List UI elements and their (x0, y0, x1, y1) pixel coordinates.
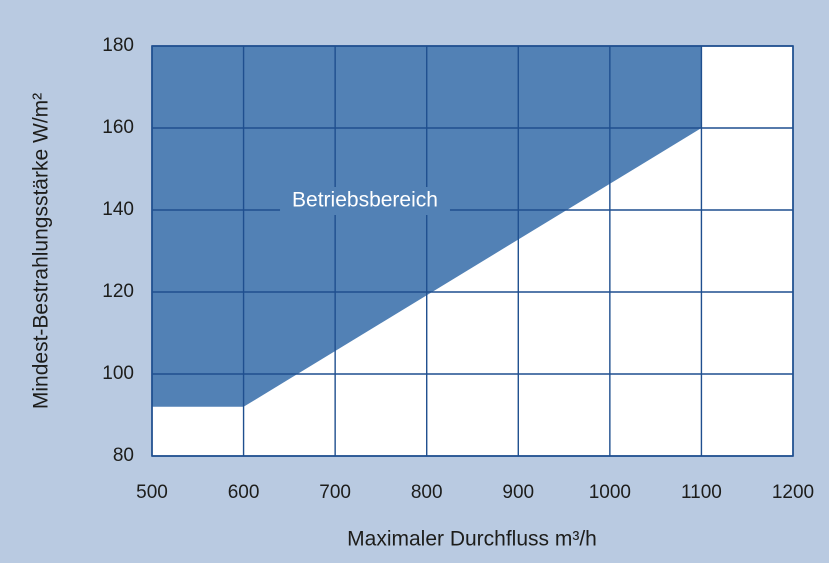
x-tick-label: 900 (502, 482, 534, 503)
x-tick-label: 1100 (681, 482, 722, 503)
annotation: Betriebsbereich (292, 189, 438, 212)
x-axis-label: Maximaler Durchfluss m³/h (347, 528, 597, 551)
marks: 500 600 700 800 900 1000 1100 1200 80 100 120 140 16… (102, 35, 814, 503)
y-tick-label: 160 (102, 117, 134, 138)
y-tick-label: 180 (102, 35, 134, 56)
x-tick-label: 800 (411, 482, 443, 503)
y-tick-label: 100 (102, 363, 134, 384)
x-tick-label: 700 (319, 482, 351, 503)
y-tick-label: 140 (102, 199, 134, 220)
x-tick-label: 500 (136, 482, 168, 503)
y-tick-label: 80 (113, 445, 134, 466)
x-tick-label: 1000 (589, 482, 631, 503)
x-tick-label: 1200 (772, 482, 814, 503)
x-tick-label: 600 (228, 482, 260, 503)
y-tick-label: 120 (102, 281, 134, 302)
y-axis-label: Mindest-Bestrahlungsstärke W/m² (30, 93, 53, 409)
frame (151, 45, 794, 457)
annotation-background (280, 187, 450, 215)
